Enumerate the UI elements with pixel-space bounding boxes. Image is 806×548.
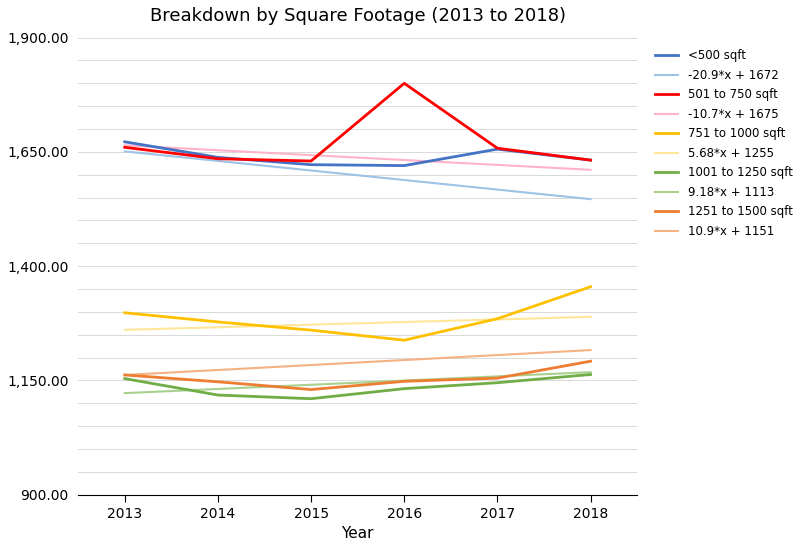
1251 to 1500 sqft bbox=[586, 358, 596, 364]
Line: 1001 to 1250 sqft: 1001 to 1250 sqft bbox=[125, 374, 591, 399]
501 to 750 sqft bbox=[213, 156, 222, 162]
<500 sqft bbox=[586, 157, 596, 163]
501 to 750 sqft bbox=[120, 144, 130, 151]
1001 to 1250 sqft bbox=[492, 379, 502, 386]
9.18*x + 1113 bbox=[397, 378, 407, 384]
751 to 1000 sqft bbox=[400, 337, 409, 344]
1001 to 1250 sqft bbox=[306, 396, 316, 402]
1251 to 1500 sqft bbox=[400, 378, 409, 385]
10.9*x + 1151 bbox=[563, 348, 572, 355]
Line: <500 sqft: <500 sqft bbox=[125, 142, 591, 165]
9.18*x + 1113 bbox=[360, 379, 370, 386]
501 to 750 sqft bbox=[306, 158, 316, 164]
501 to 750 sqft bbox=[492, 145, 502, 151]
5.68*x + 1255 bbox=[548, 315, 558, 321]
-10.7*x + 1675 bbox=[228, 148, 238, 155]
1001 to 1250 sqft bbox=[120, 375, 130, 382]
Line: -20.9*x + 1672: -20.9*x + 1672 bbox=[125, 151, 591, 199]
751 to 1000 sqft bbox=[492, 316, 502, 322]
5.68*x + 1255 bbox=[120, 327, 130, 333]
751 to 1000 sqft bbox=[213, 318, 222, 325]
1251 to 1500 sqft bbox=[213, 379, 222, 385]
10.9*x + 1151 bbox=[228, 366, 238, 373]
9.18*x + 1113 bbox=[120, 390, 130, 396]
-20.9*x + 1672 bbox=[228, 159, 238, 165]
<500 sqft bbox=[400, 162, 409, 169]
<500 sqft bbox=[306, 162, 316, 168]
-20.9*x + 1672 bbox=[548, 192, 558, 198]
-10.7*x + 1675 bbox=[120, 142, 130, 149]
5.68*x + 1255 bbox=[228, 323, 238, 330]
Line: 501 to 750 sqft: 501 to 750 sqft bbox=[125, 83, 591, 161]
-20.9*x + 1672 bbox=[360, 173, 370, 179]
Line: 5.68*x + 1255: 5.68*x + 1255 bbox=[125, 317, 591, 330]
9.18*x + 1113 bbox=[586, 369, 596, 375]
-20.9*x + 1672 bbox=[563, 193, 572, 200]
Legend: <500 sqft, -20.9*x + 1672, 501 to 750 sqft, -10.7*x + 1675, 751 to 1000 sqft, 5.: <500 sqft, -20.9*x + 1672, 501 to 750 sq… bbox=[649, 43, 799, 244]
Line: 751 to 1000 sqft: 751 to 1000 sqft bbox=[125, 287, 591, 340]
Title: Breakdown by Square Footage (2013 to 2018): Breakdown by Square Footage (2013 to 201… bbox=[150, 7, 566, 25]
-10.7*x + 1675 bbox=[210, 147, 219, 153]
X-axis label: Year: Year bbox=[342, 526, 374, 541]
1001 to 1250 sqft bbox=[400, 385, 409, 392]
-10.7*x + 1675 bbox=[397, 157, 407, 163]
-10.7*x + 1675 bbox=[548, 164, 558, 171]
10.9*x + 1151 bbox=[210, 367, 219, 374]
9.18*x + 1113 bbox=[563, 370, 572, 376]
5.68*x + 1255 bbox=[563, 314, 572, 321]
-10.7*x + 1675 bbox=[563, 165, 572, 172]
-20.9*x + 1672 bbox=[397, 176, 407, 183]
-20.9*x + 1672 bbox=[210, 157, 219, 164]
9.18*x + 1113 bbox=[210, 386, 219, 392]
10.9*x + 1151 bbox=[120, 372, 130, 378]
1001 to 1250 sqft bbox=[213, 392, 222, 398]
751 to 1000 sqft bbox=[306, 327, 316, 333]
-20.9*x + 1672 bbox=[120, 148, 130, 155]
1251 to 1500 sqft bbox=[306, 386, 316, 393]
Line: 1251 to 1500 sqft: 1251 to 1500 sqft bbox=[125, 361, 591, 390]
10.9*x + 1151 bbox=[548, 349, 558, 355]
1001 to 1250 sqft bbox=[586, 371, 596, 378]
9.18*x + 1113 bbox=[548, 370, 558, 377]
<500 sqft bbox=[492, 146, 502, 152]
1251 to 1500 sqft bbox=[492, 375, 502, 381]
Line: 9.18*x + 1113: 9.18*x + 1113 bbox=[125, 372, 591, 393]
501 to 750 sqft bbox=[400, 80, 409, 87]
10.9*x + 1151 bbox=[586, 347, 596, 353]
10.9*x + 1151 bbox=[360, 359, 370, 366]
Line: -10.7*x + 1675: -10.7*x + 1675 bbox=[125, 145, 591, 170]
-20.9*x + 1672 bbox=[586, 196, 596, 202]
<500 sqft bbox=[213, 154, 222, 161]
-10.7*x + 1675 bbox=[360, 155, 370, 161]
<500 sqft bbox=[120, 139, 130, 145]
501 to 750 sqft bbox=[586, 157, 596, 163]
5.68*x + 1255 bbox=[360, 320, 370, 327]
5.68*x + 1255 bbox=[397, 319, 407, 326]
751 to 1000 sqft bbox=[120, 310, 130, 316]
10.9*x + 1151 bbox=[397, 357, 407, 363]
1251 to 1500 sqft bbox=[120, 372, 130, 378]
5.68*x + 1255 bbox=[586, 313, 596, 320]
5.68*x + 1255 bbox=[210, 324, 219, 330]
9.18*x + 1113 bbox=[228, 385, 238, 392]
Line: 10.9*x + 1151: 10.9*x + 1151 bbox=[125, 350, 591, 375]
751 to 1000 sqft bbox=[586, 283, 596, 290]
-10.7*x + 1675 bbox=[586, 167, 596, 173]
